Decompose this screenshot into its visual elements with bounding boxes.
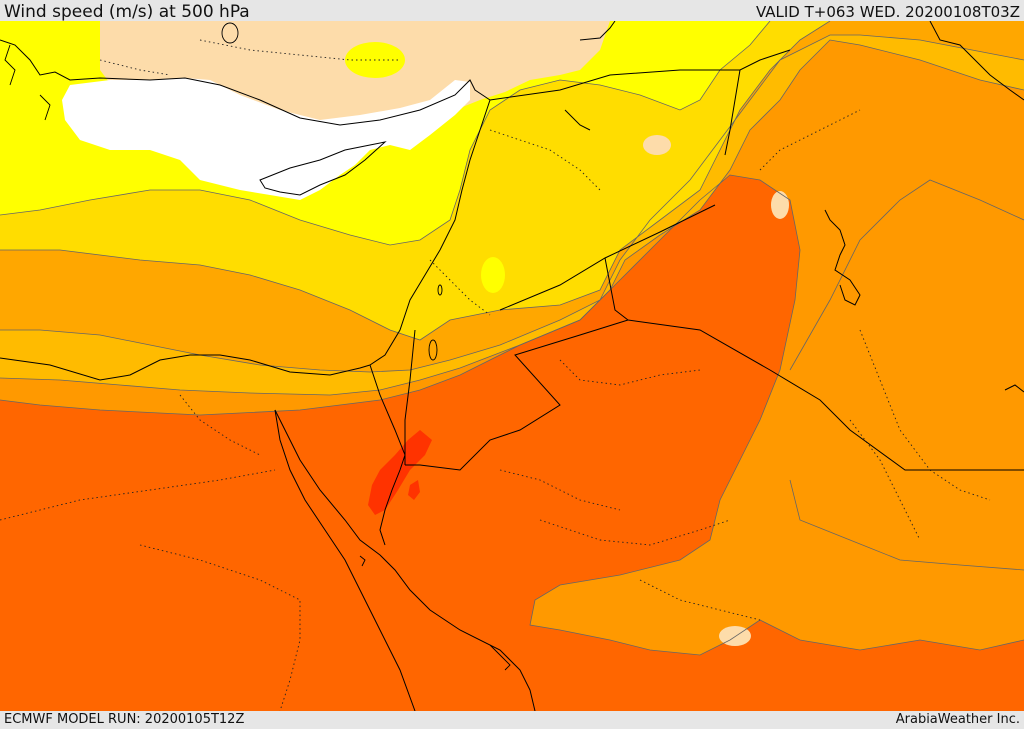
wind-speed-map: .band0 { fill: #ffffff; } .band1 { fill:… — [0, 21, 1024, 711]
map-footer: ECMWF MODEL RUN: 20200105T12Z ArabiaWeat… — [0, 711, 1024, 729]
country-borders — [0, 39, 991, 711]
wind-band-5-east — [790, 180, 1024, 570]
country-borders-solid — [404, 49, 1024, 471]
map-details — [4, 22, 511, 671]
wind-band-7 — [368, 430, 432, 515]
wind-speed-map-canvas: .band0 { fill: #ffffff; } .band1 { fill:… — [0, 21, 1024, 711]
model-run-label: ECMWF MODEL RUN: 20200105T12Z — [4, 712, 245, 727]
wind-blob — [643, 135, 671, 155]
wind-blob — [620, 98, 644, 138]
credit-label: ArabiaWeather Inc. — [895, 712, 1020, 727]
coastlines — [0, 21, 1024, 711]
valid-time-label: VALID T+063 WED. 20200108T03Z — [755, 3, 1020, 21]
wind-calm-area — [62, 78, 470, 200]
map-header: Wind speed (m/s) at 500 hPa VALID T+063 … — [0, 0, 1024, 22]
map-title: Wind speed (m/s) at 500 hPa — [4, 2, 250, 22]
wind-band-7-small — [408, 480, 420, 500]
wind-blob — [481, 257, 505, 293]
wind-blob — [771, 191, 789, 219]
